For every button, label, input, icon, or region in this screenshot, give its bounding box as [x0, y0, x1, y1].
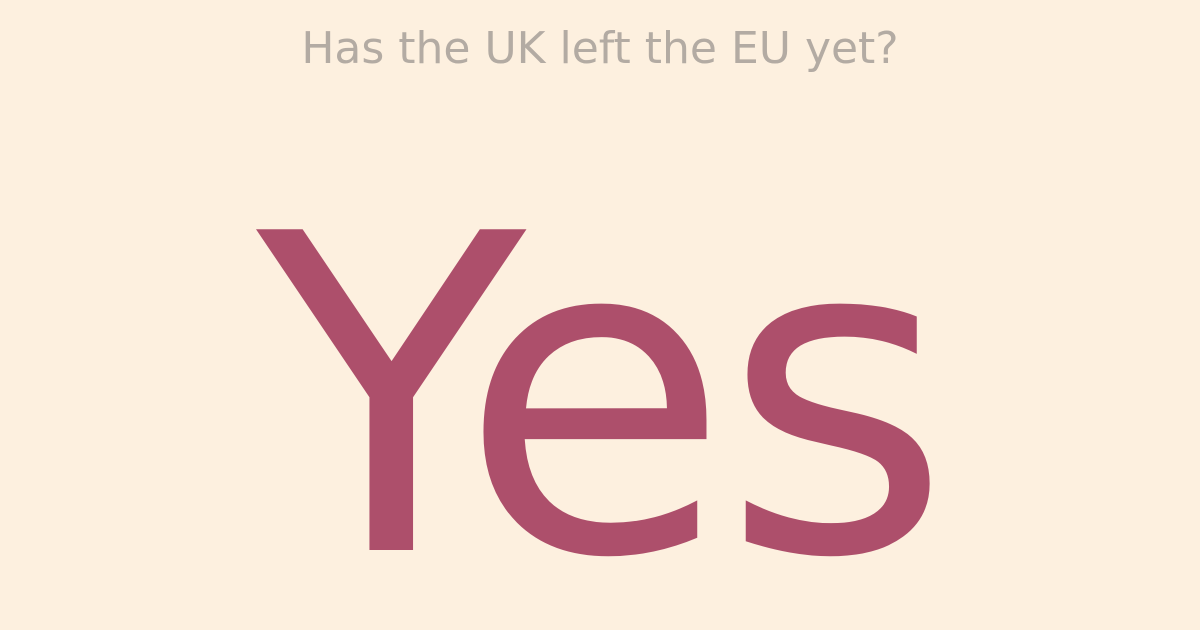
question-heading: Has the UK left the EU yet? — [301, 23, 899, 74]
answer-text: Yes — [256, 142, 951, 630]
